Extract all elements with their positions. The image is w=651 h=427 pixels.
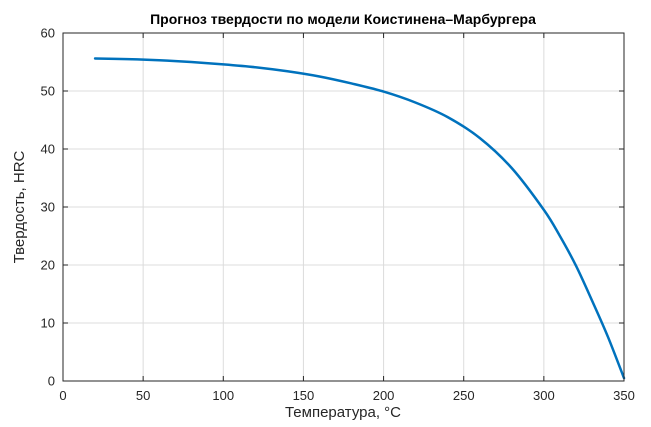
y-tick-label: 40 (41, 142, 55, 157)
hardness-line-series (93, 57, 626, 380)
series-group (93, 57, 626, 380)
axis-ticks: 0 50 100 150 200 250 300 350 0 10 20 30 40 50 60 (41, 26, 635, 404)
x-tick-label: 150 (293, 388, 315, 403)
y-tick-label: 30 (41, 200, 55, 215)
x-tick-label: 200 (373, 388, 395, 403)
chart-title: Прогноз твердости по модели Коистинена–М… (150, 11, 536, 27)
y-axis-label: Твердость, HRC (11, 150, 28, 263)
plot-frame (62, 32, 625, 382)
y-tick-label: 10 (41, 316, 55, 331)
y-tick-label: 20 (41, 258, 55, 273)
y-tick-label: 60 (41, 26, 55, 41)
y-tick-label: 0 (48, 374, 55, 389)
x-axis-label: Температура, °C (285, 404, 401, 421)
x-tick-label: 0 (59, 388, 66, 403)
x-tick-label: 50 (136, 388, 150, 403)
x-tick-label: 250 (453, 388, 475, 403)
x-tick-label: 300 (533, 388, 555, 403)
x-tick-label: 350 (613, 388, 635, 403)
x-tick-label: 100 (212, 388, 234, 403)
grid-lines (63, 33, 624, 381)
y-tick-label: 50 (41, 84, 55, 99)
